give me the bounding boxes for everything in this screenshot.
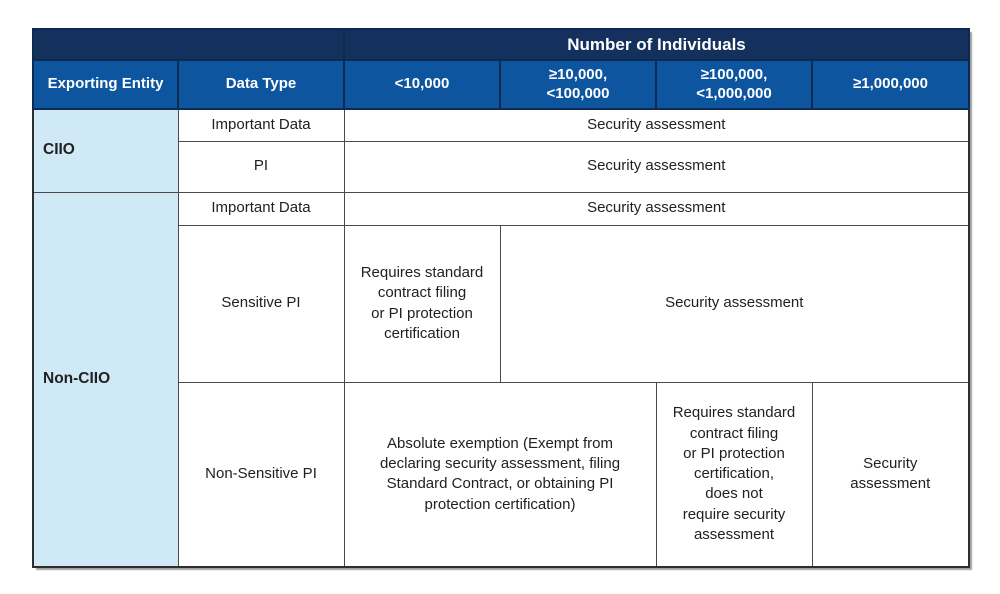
col-header-data-type: Data Type: [177, 59, 345, 110]
col-header-gte-10k-lt-100k: ≥10,000, <100,000: [499, 59, 657, 110]
data-export-requirements-table: Number of Individuals Exporting Entity D…: [32, 28, 971, 568]
cell-requirement-standard-contract-no-assessment: Requires standard contract filing or PI …: [655, 381, 813, 568]
cell-data-type-important-data: Important Data: [177, 108, 345, 142]
cell-requirement-security-assessment: Security assessment: [811, 381, 970, 568]
cell-entity-ciio: CIIO: [32, 108, 179, 193]
col-header-gte-100k-lt-1m: ≥100,000, <1,000,000: [655, 59, 813, 110]
column-header-row: Exporting Entity Data Type <10,000 ≥10,0…: [32, 59, 971, 110]
cell-requirement-security-assessment: Security assessment: [343, 140, 970, 193]
cell-data-type-non-sensitive-pi: Non-Sensitive PI: [177, 381, 345, 568]
header-corner-blank: [32, 28, 345, 61]
cell-requirement-absolute-exemption: Absolute exemption (Exempt from declarin…: [343, 381, 657, 568]
col-header-exporting-entity: Exporting Entity: [32, 59, 179, 110]
cell-data-type-pi: PI: [177, 140, 345, 193]
row-non-ciio-non-sensitive-pi: Non-Sensitive PI Absolute exemption (Exe…: [33, 381, 970, 568]
cell-data-type-sensitive-pi: Sensitive PI: [177, 224, 345, 383]
row-ciio-important-data: CIIO Important Data Security assessment: [32, 108, 970, 193]
cell-requirement-security-assessment: Security assessment: [499, 224, 970, 383]
row-non-ciio-sensitive-pi: Sensitive PI Requires standard contract …: [33, 224, 970, 383]
cell-data-type-important-data: Important Data: [177, 191, 345, 226]
row-ciio-pi: PI Security assessment: [33, 140, 970, 193]
cell-entity-non-ciio: Non-CIIO: [32, 191, 179, 568]
cell-requirement-standard-contract: Requires standard contract filing or PI …: [343, 224, 501, 383]
col-header-gte-1m: ≥1,000,000: [810, 59, 971, 110]
cell-requirement-security-assessment: Security assessment: [343, 191, 970, 226]
col-header-lt-10k: <10,000: [343, 59, 501, 110]
row-non-ciio-important-data: Non-CIIO Important Data Security assessm…: [32, 191, 970, 568]
top-header-row: Number of Individuals: [32, 28, 971, 61]
requirements-table-container: Number of Individuals Exporting Entity D…: [32, 28, 971, 568]
cell-requirement-security-assessment: Security assessment: [343, 108, 970, 142]
header-number-of-individuals: Number of Individuals: [342, 28, 971, 61]
